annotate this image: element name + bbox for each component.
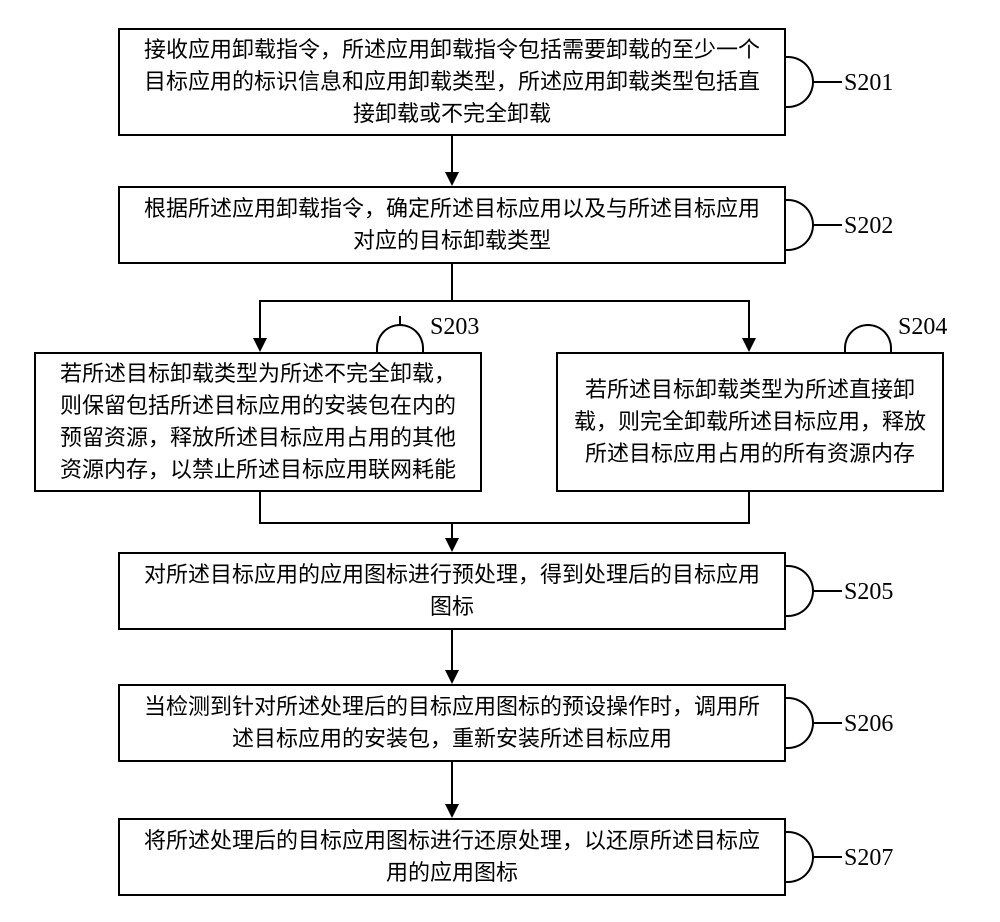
step-s203: 若所述目标卸载类型为所述不完全卸载，则保留包括所述目标应用的安装包在内的预留资源… bbox=[34, 352, 482, 492]
arrow-merge-horiz bbox=[259, 522, 750, 524]
label-line-s203b bbox=[399, 316, 401, 324]
step-s206: 当检测到针对所述处理后的目标应用图标的预设操作时，调用所述目标应用的安装包，重新… bbox=[118, 684, 786, 762]
arrowhead-s202-s203 bbox=[253, 338, 267, 352]
arrow-s202-horiz bbox=[260, 300, 750, 302]
step-text: 根据所述应用卸载指令，确定所述目标应用以及与所述目标应用对应的目标卸载类型 bbox=[134, 193, 770, 257]
label-line-s207 bbox=[814, 856, 842, 858]
arrowhead-s206-s207 bbox=[445, 804, 459, 818]
step-text: 对所述目标应用的应用图标进行预处理，得到处理后的目标应用图标 bbox=[134, 559, 770, 623]
arrow-s204-down bbox=[748, 492, 750, 522]
arrow-s202-s204-down bbox=[748, 300, 750, 340]
arrow-s203-down bbox=[259, 492, 261, 522]
label-curve-s204 bbox=[844, 324, 892, 352]
label-curve-s202 bbox=[786, 199, 814, 251]
label-s202: S202 bbox=[844, 213, 893, 240]
step-text: 将所述处理后的目标应用图标进行还原处理，以还原所述目标应用的应用图标 bbox=[134, 825, 770, 889]
label-line-s201 bbox=[814, 81, 842, 83]
arrow-s206-s207 bbox=[451, 762, 453, 806]
arrowhead-s201-s202 bbox=[445, 172, 459, 186]
label-connector-s203 bbox=[399, 324, 427, 326]
step-s205: 对所述目标应用的应用图标进行预处理，得到处理后的目标应用图标 bbox=[118, 552, 786, 630]
arrow-s202-s203-down bbox=[259, 300, 261, 340]
label-s205: S205 bbox=[844, 579, 893, 606]
label-s204: S204 bbox=[898, 314, 947, 341]
step-text: 当检测到针对所述处理后的目标应用图标的预设操作时，调用所述目标应用的安装包，重新… bbox=[134, 691, 770, 755]
step-s207: 将所述处理后的目标应用图标进行还原处理，以还原所述目标应用的应用图标 bbox=[118, 818, 786, 896]
label-s201: S201 bbox=[844, 70, 893, 97]
step-text: 接收应用卸载指令，所述应用卸载指令包括需要卸载的至少一个目标应用的标识信息和应用… bbox=[134, 34, 770, 130]
step-s201: 接收应用卸载指令，所述应用卸载指令包括需要卸载的至少一个目标应用的标识信息和应用… bbox=[118, 28, 786, 136]
step-text: 若所述目标卸载类型为所述不完全卸载，则保留包括所述目标应用的安装包在内的预留资源… bbox=[50, 358, 466, 486]
label-s203: S203 bbox=[430, 314, 479, 341]
label-line-s202 bbox=[814, 224, 842, 226]
arrow-s201-s202 bbox=[451, 136, 453, 174]
arrowhead-s202-s204 bbox=[742, 338, 756, 352]
label-line-s206 bbox=[814, 722, 842, 724]
step-s204: 若所述目标卸载类型为所述直接卸载，则完全卸载所述目标应用，释放所述目标应用占用的… bbox=[556, 352, 944, 492]
label-s206: S206 bbox=[844, 711, 893, 738]
arrowhead-merge-s205 bbox=[445, 538, 459, 552]
arrowhead-s205-s206 bbox=[445, 670, 459, 684]
label-curve-s201 bbox=[786, 56, 814, 108]
arrow-s205-s206 bbox=[451, 630, 453, 672]
label-line-s205 bbox=[814, 590, 842, 592]
label-curve-s206 bbox=[786, 697, 814, 749]
flowchart-container: 接收应用卸载指令，所述应用卸载指令包括需要卸载的至少一个目标应用的标识信息和应用… bbox=[0, 0, 1000, 922]
label-curve-s203 bbox=[376, 324, 424, 352]
label-curve-s205 bbox=[786, 565, 814, 617]
arrow-s202-down bbox=[451, 264, 453, 300]
step-text: 若所述目标卸载类型为所述直接卸载，则完全卸载所述目标应用，释放所述目标应用占用的… bbox=[572, 374, 928, 470]
label-s207: S207 bbox=[844, 845, 893, 872]
step-s202: 根据所述应用卸载指令，确定所述目标应用以及与所述目标应用对应的目标卸载类型 bbox=[118, 186, 786, 264]
label-curve-s207 bbox=[786, 831, 814, 883]
